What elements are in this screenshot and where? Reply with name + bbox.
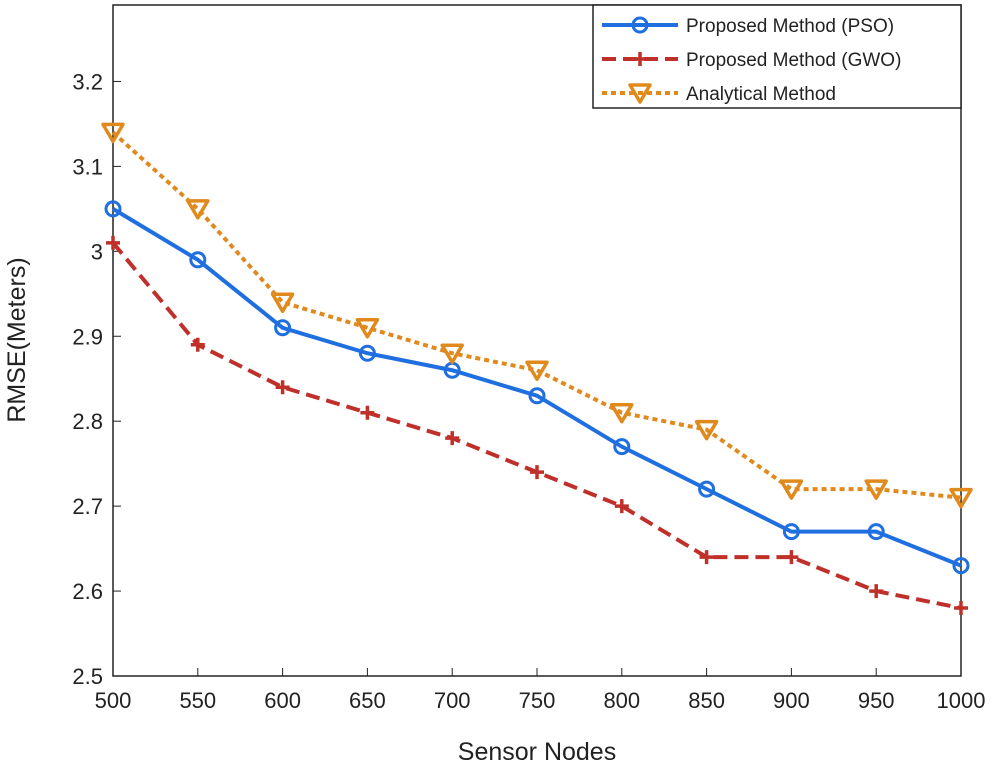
x-tick-label: 750 (519, 688, 556, 713)
circle-marker (952, 557, 970, 575)
x-tick-label: 500 (95, 688, 132, 713)
triangle-marker (101, 122, 125, 144)
triangle-marker (440, 343, 464, 364)
circle-marker (274, 319, 292, 337)
plus-marker (275, 380, 290, 395)
series-2 (101, 122, 973, 509)
series-line (111, 207, 962, 568)
x-tick-label: 600 (264, 688, 301, 713)
triangle-marker (355, 318, 380, 339)
series-line (111, 130, 962, 500)
x-tick-label: 800 (603, 688, 640, 713)
y-tick-label: 3.1 (72, 154, 103, 179)
plus-marker (106, 235, 120, 250)
legend: Proposed Method (PSO) Proposed Method (GW… (592, 4, 962, 109)
plus-marker (954, 601, 968, 616)
legend-label: Proposed Method (GWO) (686, 50, 901, 71)
y-tick-label: 2.6 (72, 579, 103, 604)
x-tick-label: 700 (434, 688, 471, 713)
plus-marker (190, 337, 205, 352)
y-tick-label: 3.2 (72, 69, 103, 94)
legend-box (592, 4, 962, 109)
plus-marker (784, 550, 799, 565)
triangle-marker (525, 360, 549, 381)
plus-marker (360, 405, 375, 420)
triangle-marker (949, 487, 973, 509)
y-tick-label: 2.8 (72, 409, 103, 434)
circle-marker (867, 523, 885, 541)
series-1 (106, 235, 968, 616)
plus-marker (869, 584, 884, 599)
y-tick-label: 2.9 (72, 324, 103, 349)
triangle-marker (864, 479, 888, 500)
x-tick-label: 1000 (937, 688, 986, 713)
series-0 (104, 200, 970, 575)
x-tick-label: 900 (773, 688, 810, 713)
circle-marker (613, 438, 631, 456)
circle-marker (189, 251, 207, 269)
y-tick-label: 2.7 (72, 494, 103, 519)
y-axis-label: RMSE(Meters) (3, 257, 31, 422)
plus-marker (614, 499, 629, 514)
circle-marker (358, 344, 376, 362)
circle-marker (104, 200, 122, 218)
plus-marker (633, 52, 647, 66)
circle-marker (631, 16, 649, 34)
triangle-marker (610, 402, 634, 424)
plus-marker (699, 550, 714, 565)
y-tick-label: 2.5 (72, 664, 103, 689)
x-tick-label: 650 (349, 688, 386, 713)
triangle-marker (628, 83, 652, 104)
triangle-marker (694, 419, 719, 441)
legend-label: Analytical Method (686, 84, 836, 105)
plus-marker (530, 465, 544, 480)
circle-marker (528, 387, 546, 405)
x-tick-label: 550 (179, 688, 216, 713)
y-tick-label: 3 (91, 239, 103, 264)
x-axis-label: Sensor Nodes (458, 738, 616, 766)
circle-marker (698, 480, 716, 498)
circle-marker (782, 523, 800, 541)
series-line (111, 241, 962, 611)
triangle-marker (186, 199, 210, 220)
plus-marker (445, 431, 460, 446)
x-tick-label: 950 (858, 688, 895, 713)
x-tick-label: 850 (688, 688, 725, 713)
triangle-marker (779, 479, 804, 500)
legend-label: Proposed Method (PSO) (686, 16, 894, 37)
triangle-marker (270, 292, 295, 314)
